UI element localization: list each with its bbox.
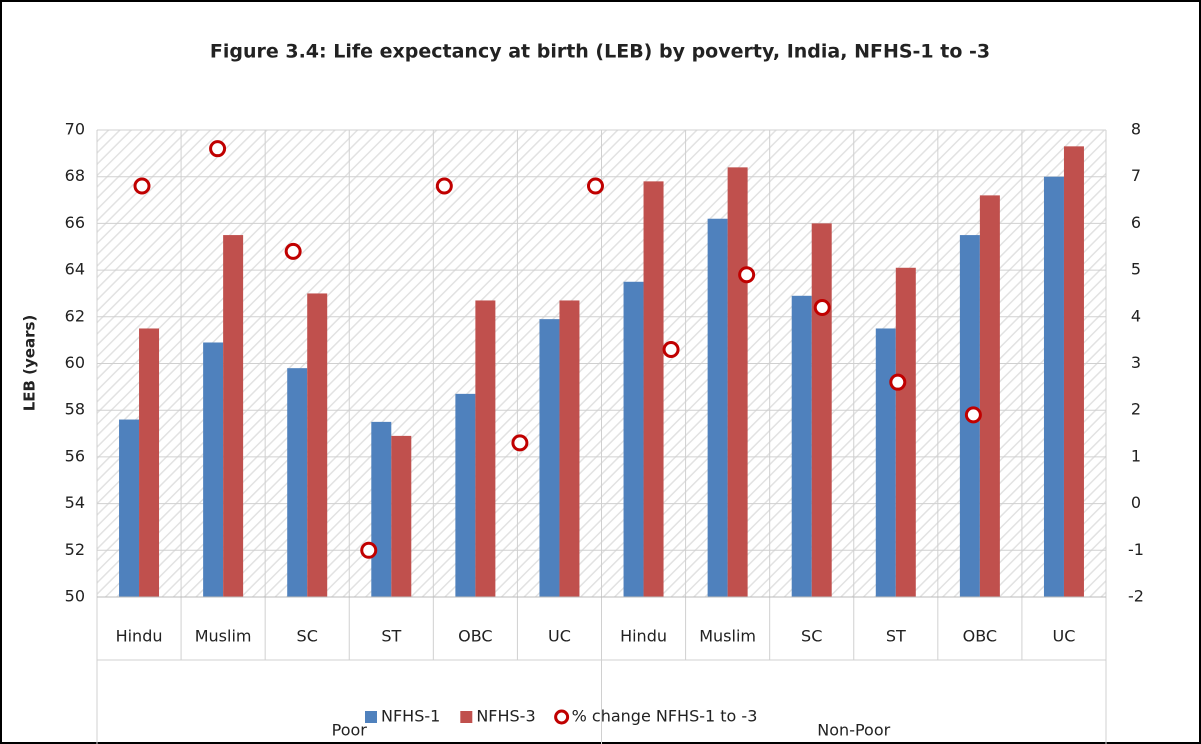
change-marker (209, 140, 227, 158)
change-marker (964, 406, 982, 424)
bar (139, 328, 160, 597)
y-tick-label: 56 (65, 446, 85, 465)
y2-tick-label: 1 (1131, 446, 1141, 465)
x-tick-label: Hindu (620, 627, 667, 646)
legend-label: NFHS-3 (476, 707, 535, 726)
x-tick-label: ST (381, 627, 401, 646)
bar (643, 181, 664, 597)
change-marker (284, 242, 302, 260)
x-tick-label: Hindu (116, 627, 163, 646)
x-tick-label: OBC (458, 627, 492, 646)
bar (203, 342, 224, 597)
x-tick-label: SC (297, 627, 318, 646)
y2-tick-label: 8 (1131, 120, 1141, 139)
bar (119, 419, 140, 597)
bar (371, 421, 392, 597)
y2-tick-label: 3 (1131, 353, 1141, 372)
y-tick-label: 58 (65, 400, 85, 419)
change-marker (133, 177, 151, 195)
bar (475, 300, 496, 597)
legend-label: NFHS-1 (381, 707, 440, 726)
y2-tick-label: 6 (1131, 213, 1141, 232)
bar (223, 235, 244, 597)
y2-tick-label: 5 (1131, 260, 1141, 279)
bar (979, 195, 1000, 597)
y2-tick-label: -2 (1128, 587, 1144, 606)
bar (1043, 176, 1064, 597)
y-axis-title: LEB (years) (21, 315, 39, 412)
y-tick-label: 62 (65, 306, 85, 325)
bar (623, 281, 644, 597)
y-tick-label: 66 (65, 213, 85, 232)
bar (1063, 146, 1084, 597)
x-tick-label: Muslim (195, 627, 252, 646)
bar (539, 319, 560, 597)
y2-tick-label: 0 (1131, 493, 1141, 512)
bar (727, 167, 748, 598)
legend-swatch (365, 711, 377, 723)
bar (559, 300, 580, 597)
y-tick-label: 60 (65, 353, 85, 372)
legend-label: % change NFHS-1 to -3 (572, 707, 758, 726)
change-marker (435, 177, 453, 195)
change-marker (360, 541, 378, 559)
change-marker (738, 266, 756, 284)
y2-tick-label: 2 (1131, 400, 1141, 419)
x-tick-label: SC (801, 627, 822, 646)
y-tick-label: 50 (65, 587, 85, 606)
x-tick-label: ST (886, 627, 906, 646)
change-marker (889, 373, 907, 391)
change-marker (511, 434, 529, 452)
bar (287, 368, 308, 597)
x-tick-label: UC (1053, 627, 1076, 646)
group-label: Non-Poor (817, 721, 890, 740)
y-tick-label: 54 (65, 493, 85, 512)
x-tick-label: OBC (963, 627, 997, 646)
bar (811, 223, 832, 597)
bar (707, 218, 728, 598)
change-marker (662, 340, 680, 358)
y-tick-label: 52 (65, 540, 85, 559)
legend-marker (554, 709, 570, 725)
bar (791, 295, 812, 597)
change-marker (813, 298, 831, 316)
y2-tick-label: 7 (1131, 166, 1141, 185)
x-tick-label: Muslim (699, 627, 756, 646)
chart-title: Figure 3.4: Life expectancy at birth (LE… (210, 41, 990, 63)
x-tick-label: UC (548, 627, 571, 646)
bar (895, 267, 916, 597)
bar (307, 293, 328, 597)
change-marker (586, 177, 604, 195)
y-tick-label: 70 (65, 120, 85, 139)
bar (391, 435, 412, 597)
y-tick-label: 68 (65, 166, 85, 185)
y-tick-label: 64 (65, 260, 85, 279)
bar (875, 328, 896, 597)
bar (455, 393, 476, 597)
legend-swatch (460, 711, 473, 723)
y2-tick-label: 4 (1131, 306, 1141, 325)
group-label: Poor (332, 721, 368, 740)
y2-tick-label: -1 (1128, 540, 1144, 559)
